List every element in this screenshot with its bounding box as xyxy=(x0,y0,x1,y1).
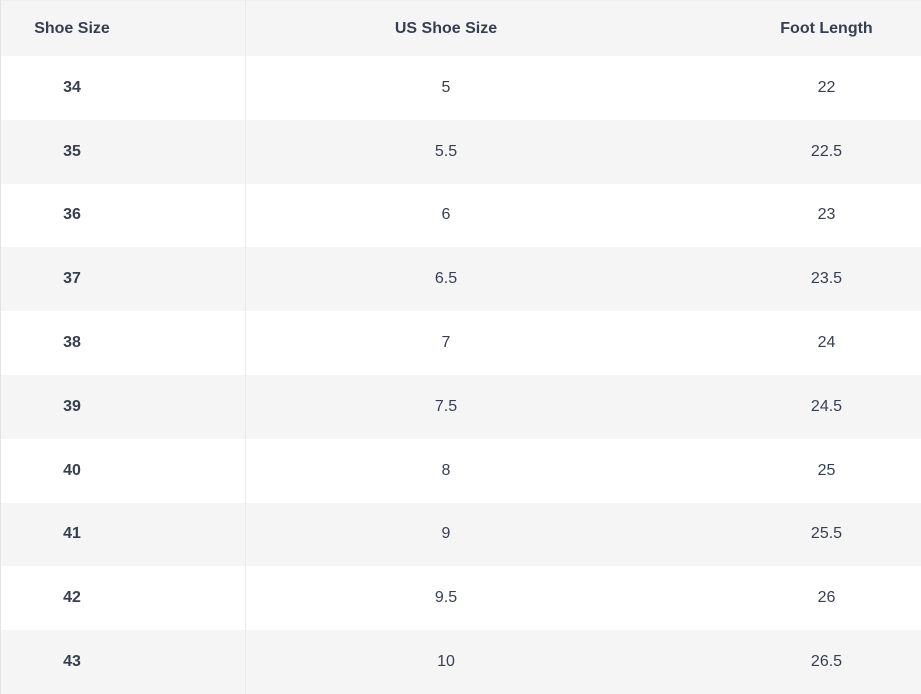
table-row: 41 9 25.5 xyxy=(1,502,921,567)
table-cell-us-shoe-size: 8 xyxy=(441,461,451,479)
table-cell-foot-length: 23.5 xyxy=(810,270,843,288)
column-header-foot-length: Foot Length xyxy=(780,19,873,37)
column-header-us-shoe-size: US Shoe Size xyxy=(394,19,498,37)
table-cell-shoe-size: 39 xyxy=(1,374,246,439)
table-cell-us-shoe-size: 9 xyxy=(441,525,451,543)
table-cell-us-shoe-size: 7 xyxy=(441,334,451,352)
table-cell-us-shoe-size: 6.5 xyxy=(434,270,458,288)
table-cell-foot-length: 26 xyxy=(817,589,836,607)
table-cell-foot-length: 24.5 xyxy=(810,397,843,415)
column-header-shoe-size: Shoe Size xyxy=(1,1,246,56)
table-row: 42 9.5 26 xyxy=(1,566,921,631)
table-cell-foot-length: 24 xyxy=(817,334,836,352)
table-cell-us-shoe-size: 5.5 xyxy=(434,142,458,160)
table-row: 34 5 22 xyxy=(1,56,921,120)
table-row: 39 7.5 24.5 xyxy=(1,374,921,439)
table-row: 40 8 25 xyxy=(1,438,921,503)
table-cell-foot-length: 26.5 xyxy=(810,653,843,671)
table-cell-shoe-size: 34 xyxy=(1,56,246,120)
table-row: 35 5.5 22.5 xyxy=(1,119,921,184)
table-cell-foot-length: 25 xyxy=(817,461,836,479)
table-cell-foot-length: 22.5 xyxy=(810,142,843,160)
table-cell-shoe-size: 42 xyxy=(1,566,246,631)
table-row: 37 6.5 23.5 xyxy=(1,247,921,312)
table-cell-us-shoe-size: 10 xyxy=(437,653,455,671)
table-header-row: Shoe Size US Shoe Size Foot Length xyxy=(1,1,921,56)
table-cell-foot-length: 23 xyxy=(817,206,836,224)
table-cell-shoe-size: 40 xyxy=(1,438,246,503)
table-row: 36 6 23 xyxy=(1,183,921,248)
table-cell-shoe-size: 37 xyxy=(1,247,246,312)
table-cell-us-shoe-size: 7.5 xyxy=(434,397,458,415)
table-cell-us-shoe-size: 5 xyxy=(441,78,451,96)
table-body: 34 5 22 35 5.5 22.5 36 6 23 37 6.5 23.5 38 7 24 39 7.5 24… xyxy=(1,56,921,694)
table-cell-us-shoe-size: 9.5 xyxy=(434,589,458,607)
table-cell-foot-length: 22 xyxy=(817,78,836,96)
table-cell-shoe-size: 36 xyxy=(1,183,246,248)
table-cell-shoe-size: 38 xyxy=(1,311,246,375)
table-cell-shoe-size: 41 xyxy=(1,502,246,567)
table-cell-shoe-size: 43 xyxy=(1,630,246,694)
table-cell-shoe-size: 35 xyxy=(1,119,246,184)
table-row: 43 10 26.5 xyxy=(1,630,921,694)
table-cell-us-shoe-size: 6 xyxy=(441,206,451,224)
table-cell-foot-length: 25.5 xyxy=(810,525,843,543)
table-row: 38 7 24 xyxy=(1,311,921,375)
